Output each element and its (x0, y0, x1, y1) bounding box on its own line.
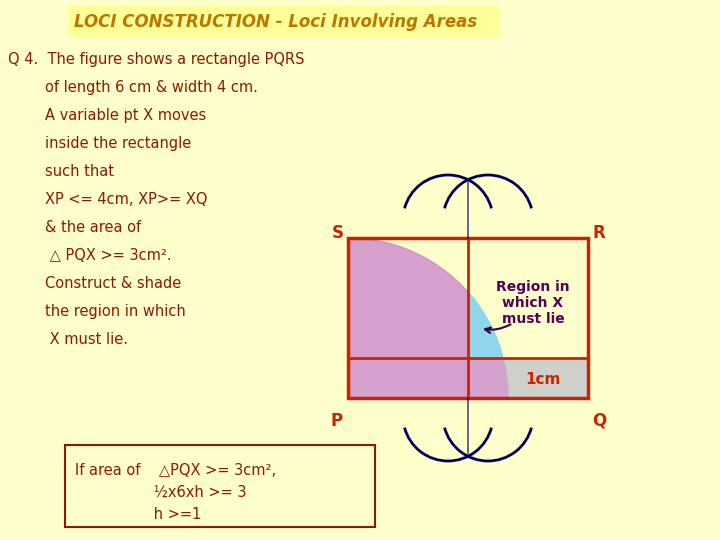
Text: LOCI CONSTRUCTION - Loci Involving Areas: LOCI CONSTRUCTION - Loci Involving Areas (74, 13, 477, 31)
Polygon shape (348, 238, 508, 398)
Text: of length 6 cm & width 4 cm.: of length 6 cm & width 4 cm. (8, 80, 258, 95)
Text: If area of    △PQX >= 3cm²,: If area of △PQX >= 3cm², (75, 463, 276, 478)
Text: Region in
which X
must lie: Region in which X must lie (496, 280, 570, 326)
Text: the region in which: the region in which (8, 304, 186, 319)
Text: P: P (331, 412, 343, 430)
FancyBboxPatch shape (68, 6, 498, 36)
Polygon shape (468, 292, 503, 358)
Text: Q 4.  The figure shows a rectangle PQRS: Q 4. The figure shows a rectangle PQRS (8, 52, 305, 67)
Text: inside the rectangle: inside the rectangle (8, 136, 192, 151)
Text: & the area of: & the area of (8, 220, 141, 235)
Polygon shape (503, 358, 588, 398)
Text: such that: such that (8, 164, 114, 179)
Text: Construct & shade: Construct & shade (8, 276, 181, 291)
Text: h >=1: h >=1 (75, 507, 202, 522)
Text: S: S (332, 224, 344, 242)
Text: R: R (592, 224, 605, 242)
Text: Q: Q (592, 412, 606, 430)
Text: 1cm: 1cm (526, 372, 561, 387)
Text: △ PQX >= 3cm².: △ PQX >= 3cm². (8, 248, 171, 263)
Text: X must lie.: X must lie. (8, 332, 128, 347)
Text: A variable pt X moves: A variable pt X moves (8, 108, 206, 123)
FancyBboxPatch shape (65, 445, 375, 527)
Text: ½x6xh >= 3: ½x6xh >= 3 (75, 485, 246, 500)
Text: XP <= 4cm, XP>= XQ: XP <= 4cm, XP>= XQ (8, 192, 207, 207)
